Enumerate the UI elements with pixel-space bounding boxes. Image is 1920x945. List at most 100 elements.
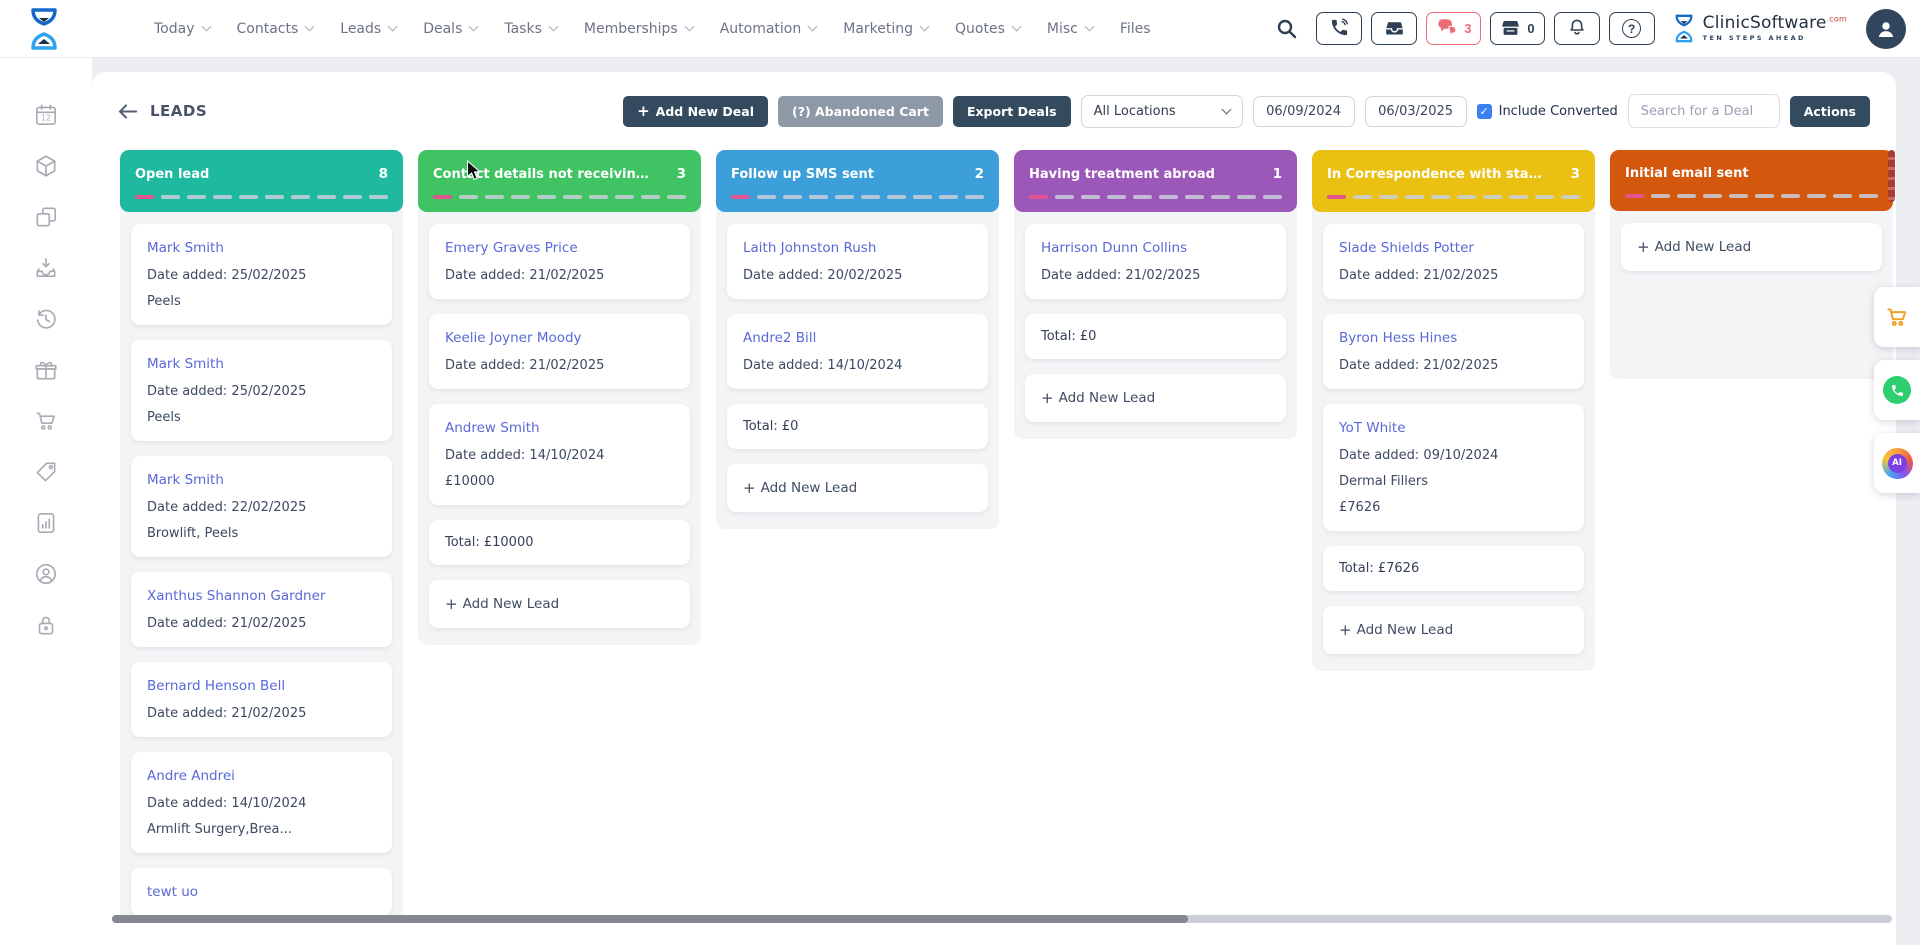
report-icon[interactable] (33, 510, 59, 536)
progress-segment (291, 195, 310, 199)
lead-card[interactable]: Harrison Dunn Collins Date added: 21/02/… (1025, 224, 1286, 299)
package-icon[interactable] (33, 153, 59, 179)
column-count: 3 (1570, 166, 1580, 182)
lead-name-link[interactable]: Byron Hess Hines (1339, 330, 1458, 346)
notifications-button[interactable] (1553, 12, 1600, 45)
tag-icon[interactable] (33, 459, 59, 485)
copies-icon[interactable] (33, 204, 59, 230)
support-icon[interactable] (33, 561, 59, 587)
lead-card[interactable]: Mark Smith Date added: 22/02/2025 Browli… (131, 456, 392, 557)
checkbox-check-icon: ✓ (1476, 103, 1492, 119)
column-header[interactable]: Initial email sent (1610, 150, 1893, 211)
lead-date: Date added: 21/02/2025 (445, 268, 605, 283)
nav-item-tasks[interactable]: Tasks (504, 21, 559, 37)
scrollbar-thumb[interactable] (112, 915, 1188, 923)
gift-icon[interactable] (33, 357, 59, 383)
lead-card[interactable]: tewt uo (131, 868, 392, 915)
include-converted-checkbox[interactable]: ✓ Include Converted (1476, 103, 1618, 119)
lead-card[interactable]: Andrew Smith Date added: 14/10/2024 £100… (429, 404, 690, 505)
nav-item-today[interactable]: Today (154, 21, 211, 37)
lead-card[interactable]: Bernard Henson Bell Date added: 21/02/20… (131, 662, 392, 737)
nav-item-deals[interactable]: Deals (423, 21, 479, 37)
add-new-lead-button[interactable]: + Add New Lead (429, 580, 690, 628)
lock-icon[interactable] (33, 612, 59, 638)
column-header[interactable]: In Correspondence with staff me... 3 (1312, 150, 1595, 212)
lead-name-link[interactable]: Mark Smith (147, 472, 224, 488)
column-header[interactable]: Open lead 8 (120, 150, 403, 212)
lead-extra: Armlift Surgery,Brea... (147, 822, 292, 837)
lead-name-link[interactable]: Bernard Henson Bell (147, 678, 286, 694)
lead-name-link[interactable]: Andre2 Bill (743, 330, 817, 346)
lead-card[interactable]: YoT White Date added: 09/10/2024 Dermal … (1323, 404, 1584, 531)
add-new-lead-button[interactable]: + Add New Lead (1621, 223, 1882, 271)
brand-logo[interactable]: ClinicSoftware.com TEN STEPS AHEAD (1672, 13, 1847, 44)
add-new-lead-button[interactable]: + Add New Lead (727, 464, 988, 512)
inbox-tray-icon[interactable] (33, 255, 59, 281)
nav-item-leads[interactable]: Leads (340, 21, 398, 37)
history-icon[interactable] (33, 306, 59, 332)
lead-name-link[interactable]: Mark Smith (147, 240, 224, 256)
help-button[interactable]: ? (1608, 12, 1655, 45)
lead-name-link[interactable]: Slade Shields Potter (1339, 240, 1474, 256)
lead-name-link[interactable]: YoT White (1339, 420, 1406, 436)
lead-date: Date added: 21/02/2025 (147, 706, 307, 721)
lead-card[interactable]: Keelie Joyner Moody Date added: 21/02/20… (429, 314, 690, 389)
lead-name-link[interactable]: Andrew Smith (445, 420, 540, 436)
column-header[interactable]: Follow up SMS sent 2 (716, 150, 999, 212)
column-count: 2 (974, 166, 984, 182)
whatsapp-fab[interactable] (1874, 360, 1920, 420)
lead-card[interactable]: Xanthus Shannon Gardner Date added: 21/0… (131, 572, 392, 647)
location-select[interactable]: All Locations (1080, 94, 1243, 128)
nav-item-marketing[interactable]: Marketing (843, 21, 930, 37)
add-new-lead-button[interactable]: + Add New Lead (1025, 374, 1286, 422)
add-new-lead-button[interactable]: + Add New Lead (1323, 606, 1584, 654)
abandoned-cart-button[interactable]: (?) Abandoned Cart (778, 95, 943, 127)
cart-fab[interactable] (1874, 287, 1920, 347)
calendar-icon[interactable]: 12 (33, 102, 59, 128)
nav-item-quotes[interactable]: Quotes (955, 21, 1022, 37)
till-button[interactable]: 0 (1490, 12, 1545, 45)
lead-name-link[interactable]: Keelie Joyner Moody (445, 330, 582, 346)
lead-name-link[interactable]: Andre Andrei (147, 768, 235, 784)
back-arrow-icon[interactable] (118, 103, 137, 119)
lead-name-link[interactable]: Xanthus Shannon Gardner (147, 588, 326, 604)
lead-card[interactable]: Andre Andrei Date added: 14/10/2024 Arml… (131, 752, 392, 853)
lead-card[interactable]: Byron Hess Hines Date added: 21/02/2025 (1323, 314, 1584, 389)
lead-name-link[interactable]: Laith Johnston Rush (743, 240, 877, 256)
date-to-input[interactable] (1364, 95, 1467, 127)
column-header[interactable]: Having treatment abroad 1 (1014, 150, 1297, 212)
cart-icon[interactable] (33, 408, 59, 434)
nav-item-memberships[interactable]: Memberships (584, 21, 695, 37)
lead-card[interactable]: Andre2 Bill Date added: 14/10/2024 (727, 314, 988, 389)
user-avatar[interactable] (1866, 8, 1906, 49)
chat-button[interactable]: 3 (1426, 12, 1482, 45)
inbox-button[interactable] (1371, 12, 1418, 45)
export-deals-button[interactable]: Export Deals (952, 95, 1071, 127)
lead-card[interactable]: Emery Graves Price Date added: 21/02/202… (429, 224, 690, 299)
actions-button[interactable]: Actions (1789, 95, 1870, 127)
lead-card[interactable]: Mark Smith Date added: 25/02/2025 Peels (131, 224, 392, 325)
add-new-deal-button[interactable]: + Add New Deal (623, 95, 768, 127)
search-icon[interactable] (1275, 17, 1299, 41)
column-header[interactable]: Contact details not receiving o... 3 (418, 150, 701, 212)
lead-card[interactable]: Laith Johnston Rush Date added: 20/02/20… (727, 224, 988, 299)
nav-item-misc[interactable]: Misc (1047, 21, 1095, 37)
app-logo-icon[interactable] (26, 6, 62, 52)
next-column-sliver (1888, 150, 1895, 202)
lead-card[interactable]: Slade Shields Potter Date added: 21/02/2… (1323, 224, 1584, 299)
nav-item-contacts[interactable]: Contacts (237, 21, 315, 37)
nav-item-files[interactable]: Files (1119, 20, 1151, 37)
lead-name-link[interactable]: Mark Smith (147, 356, 224, 372)
phone-call-button[interactable] (1316, 12, 1363, 45)
deal-search-input[interactable] (1627, 94, 1780, 128)
lead-name-link[interactable]: tewt uo (147, 884, 199, 900)
progress-segment (563, 195, 582, 199)
column-body: + Add New Lead (1610, 211, 1893, 379)
nav-item-automation[interactable]: Automation (720, 21, 818, 37)
horizontal-scrollbar[interactable] (112, 915, 1892, 923)
ai-fab[interactable]: AI (1874, 433, 1920, 493)
date-from-input[interactable] (1252, 95, 1355, 127)
lead-name-link[interactable]: Harrison Dunn Collins (1041, 240, 1188, 256)
lead-name-link[interactable]: Emery Graves Price (445, 240, 578, 256)
lead-card[interactable]: Mark Smith Date added: 25/02/2025 Peels (131, 340, 392, 441)
